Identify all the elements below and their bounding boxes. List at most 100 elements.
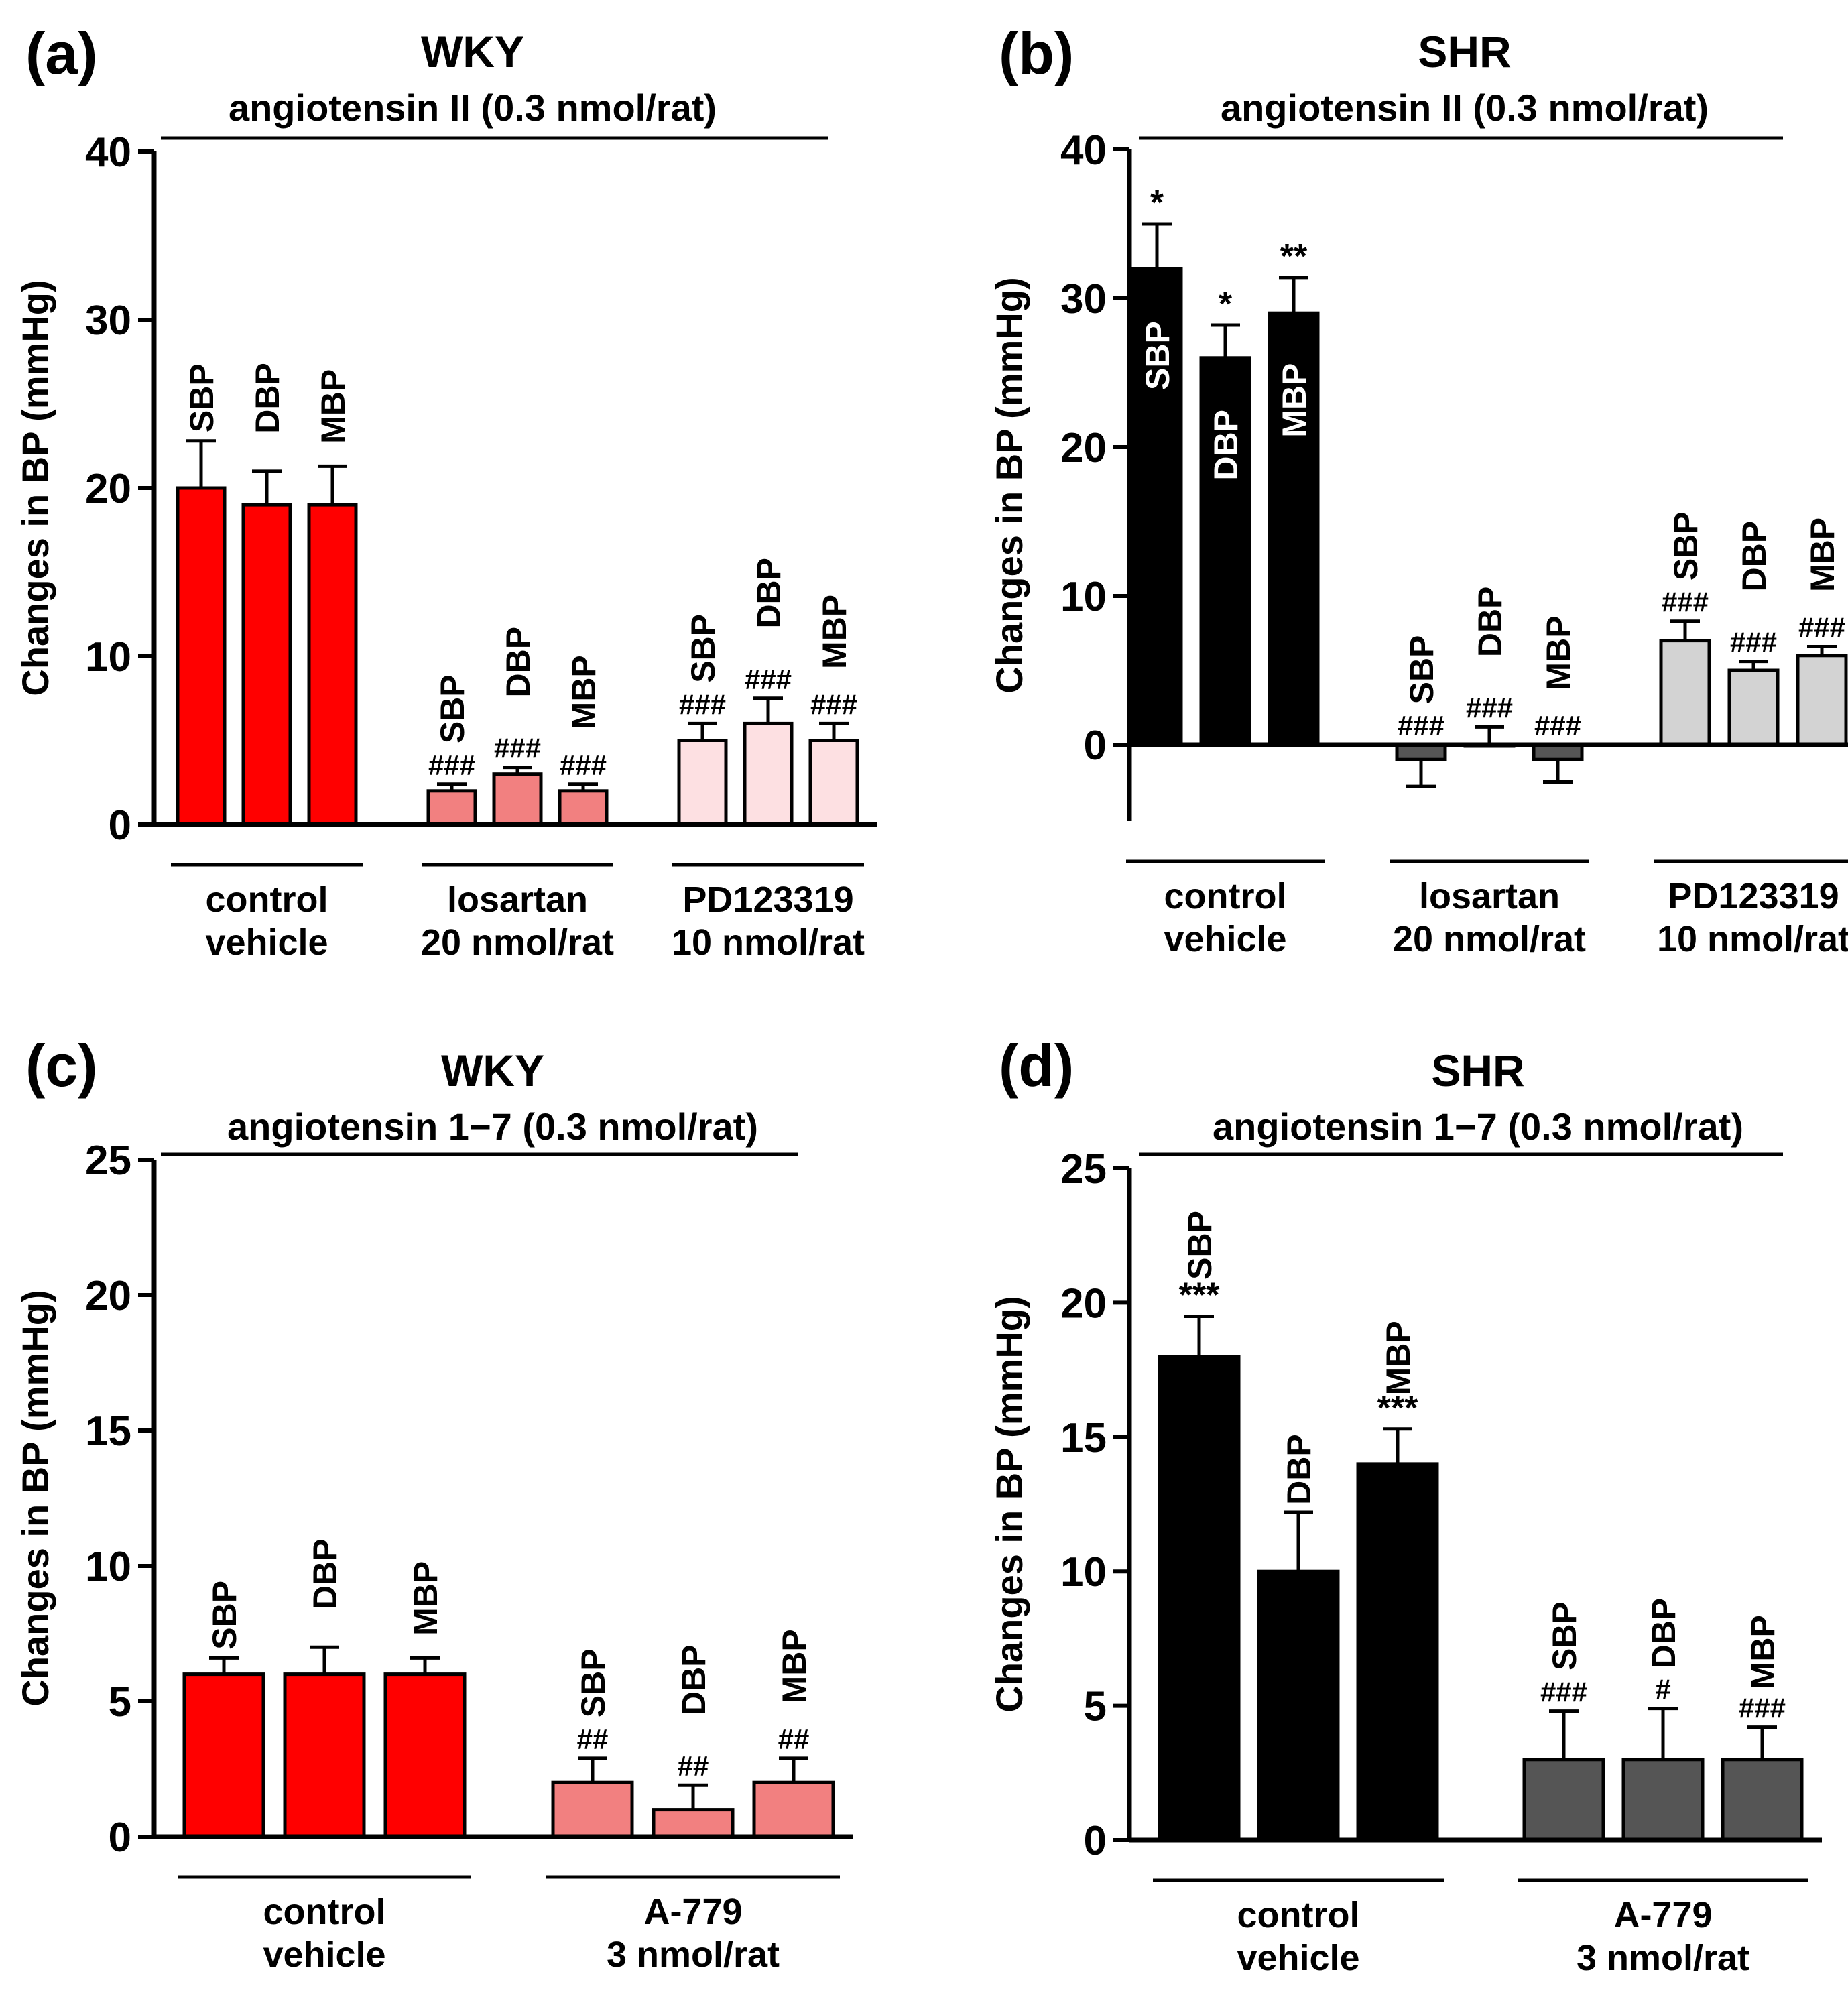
significance-marker: ## xyxy=(577,1723,609,1755)
chart-subtitle: angiotensin 1−7 (0.3 nmol/rat) xyxy=(227,1105,758,1148)
y-tick-label: 20 xyxy=(1060,425,1107,471)
group-label: 20 nmol/rat xyxy=(1393,919,1586,959)
significance-marker: ** xyxy=(1280,237,1308,276)
group-label: PD123319 xyxy=(1668,876,1839,916)
bar xyxy=(1131,267,1183,747)
group-label: losartan xyxy=(1419,876,1560,916)
y-tick-label: 10 xyxy=(1060,574,1107,620)
y-axis-label: Changes in BP (mmHg) xyxy=(988,1296,1030,1712)
group-label: control xyxy=(263,1892,386,1932)
bar xyxy=(752,1780,835,1839)
chart-panel-d: (d) SHR angiotensin 1−7 (0.3 nmol/rat) 0 5 10… xyxy=(988,1032,1822,1978)
group-label: vehicle xyxy=(1237,1938,1359,1978)
bar xyxy=(1659,639,1711,747)
group-label: 10 nmol/rat xyxy=(1657,919,1848,959)
y-tick-label: 20 xyxy=(85,1273,131,1319)
series-label: SBP xyxy=(1139,321,1176,390)
group-label: control xyxy=(1164,876,1287,916)
bar xyxy=(743,721,794,827)
group-label: losartan xyxy=(447,879,588,920)
panel-label: (c) xyxy=(25,1032,98,1099)
group-label: A-779 xyxy=(643,1892,742,1932)
chart-panel-b: (b) SHR angiotensin II (0.3 nmol/rat) 0 10 20… xyxy=(988,20,1848,959)
series-label: MBP xyxy=(816,595,853,669)
significance-marker: ### xyxy=(1730,627,1777,658)
series-label: MBP xyxy=(1379,1321,1417,1395)
bar xyxy=(1727,668,1780,747)
group-label: vehicle xyxy=(205,922,328,963)
chart-subtitle: angiotensin 1−7 (0.3 nmol/rat) xyxy=(1213,1105,1743,1148)
series-label: SBP xyxy=(1181,1211,1219,1280)
series-label: DBP xyxy=(499,627,537,698)
chart-panel-c: (c) WKY angiotensin 1−7 (0.3 nmol/rat) 0 5 10… xyxy=(14,1032,853,1975)
group-label: vehicle xyxy=(1164,919,1286,959)
y-tick-label: 40 xyxy=(85,129,131,176)
significance-marker: ### xyxy=(810,688,857,720)
series-label: DBP xyxy=(1471,587,1509,658)
group-label: control xyxy=(206,879,328,920)
series-label: SBP xyxy=(1546,1601,1583,1670)
series-label: DBP xyxy=(675,1644,713,1715)
significance-marker: ### xyxy=(1798,611,1845,643)
significance-marker: ### xyxy=(679,688,726,720)
significance-marker: ## xyxy=(778,1723,810,1755)
significance-marker: ### xyxy=(1534,710,1581,741)
y-tick-label: 25 xyxy=(85,1138,131,1184)
bar xyxy=(1522,1758,1605,1842)
group-label: 10 nmol/rat xyxy=(672,922,865,963)
bar xyxy=(551,1780,634,1839)
series-label: SBP xyxy=(206,1581,243,1650)
y-tick-label: 10 xyxy=(85,1544,131,1590)
bar xyxy=(1621,1758,1705,1842)
bar xyxy=(1257,1569,1340,1842)
group-label: A-779 xyxy=(1613,1895,1712,1935)
series-label: MBP xyxy=(1744,1615,1782,1689)
group-label: 20 nmol/rat xyxy=(421,922,614,963)
series-label: SBP xyxy=(1667,511,1705,581)
series-label: DBP xyxy=(750,558,788,629)
significance-marker: ### xyxy=(1540,1677,1587,1708)
significance-marker: # xyxy=(1655,1674,1670,1705)
significance-marker: ## xyxy=(678,1750,709,1782)
significance-marker: ### xyxy=(560,749,607,781)
series-label: MBP xyxy=(1804,517,1841,592)
y-tick-label: 5 xyxy=(1084,1684,1107,1730)
significance-marker: ### xyxy=(745,664,792,695)
series-label: SBP xyxy=(684,614,722,683)
bar xyxy=(1796,654,1848,747)
bar xyxy=(283,1672,366,1839)
group-label: 3 nmol/rat xyxy=(607,1935,780,1975)
bar xyxy=(677,739,728,827)
significance-marker: ### xyxy=(1662,587,1709,618)
y-tick-label: 20 xyxy=(1060,1280,1107,1327)
series-label: SBP xyxy=(434,674,471,743)
series-label: MBP xyxy=(565,655,603,729)
group-label: control xyxy=(1237,1895,1360,1935)
bar xyxy=(808,739,859,827)
group-label: vehicle xyxy=(263,1935,385,1975)
bar xyxy=(558,789,609,827)
y-tick-label: 0 xyxy=(109,802,131,849)
y-tick-label: 20 xyxy=(85,466,131,512)
y-axis-label: Changes in BP (mmHg) xyxy=(988,277,1030,693)
series-label: DBP xyxy=(1207,410,1245,481)
series-label: DBP xyxy=(249,363,286,434)
series-label: SBP xyxy=(1403,635,1440,705)
chart-title: WKY xyxy=(441,1046,544,1095)
y-tick-label: 0 xyxy=(1084,1818,1107,1864)
bar xyxy=(241,503,292,827)
panel-label: (d) xyxy=(999,1032,1074,1099)
y-tick-label: 25 xyxy=(1060,1146,1107,1193)
bar xyxy=(1356,1462,1439,1842)
bar xyxy=(652,1808,735,1839)
significance-marker: ### xyxy=(428,749,475,781)
series-label: SBP xyxy=(183,363,221,432)
group-label: 3 nmol/rat xyxy=(1577,1938,1749,1978)
significance-marker: ### xyxy=(494,733,541,764)
series-label: MBP xyxy=(1540,615,1577,690)
y-tick-label: 10 xyxy=(1060,1549,1107,1595)
bar xyxy=(492,772,543,827)
chart-title: WKY xyxy=(421,27,524,76)
significance-marker: *** xyxy=(1377,1389,1418,1428)
significance-marker: *** xyxy=(1179,1276,1220,1315)
